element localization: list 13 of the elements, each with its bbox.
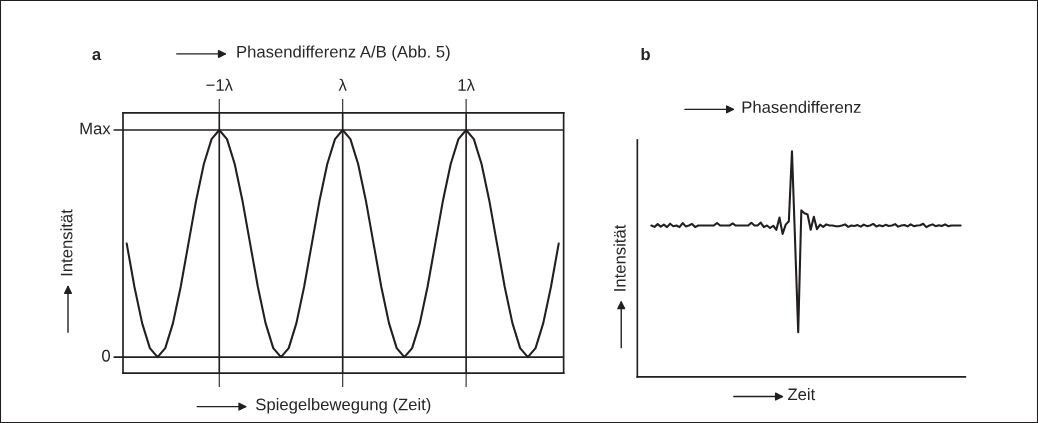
x-tick-label: 1λ	[458, 78, 475, 91]
x-tick-label: λ	[338, 78, 347, 91]
y-axis-title: Intensität	[613, 224, 626, 291]
chart-title: a	[92, 51, 102, 61]
chart-subtitle: Phasendifferenz A/B (Abb. 5)	[237, 45, 450, 61]
ref-line-label: 0	[102, 349, 111, 362]
chart-title: b	[641, 47, 650, 61]
y-axis-title: Intensität	[60, 209, 73, 276]
x-axis-title: Zeit	[787, 388, 816, 401]
chart-subtitle: Phasendifferenz	[742, 100, 861, 114]
x-axis-title: Spiegelbewegung (Zeit)	[256, 398, 431, 414]
x-tick-label: −1λ	[206, 78, 233, 91]
ref-line-label: Max	[80, 122, 111, 135]
